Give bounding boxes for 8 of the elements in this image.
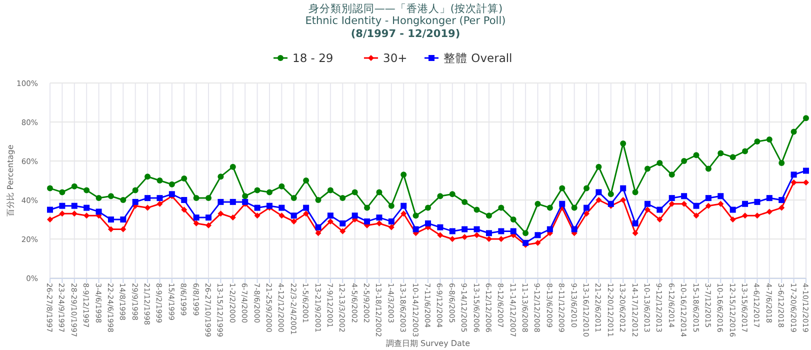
legend-label: 18 - 29 <box>292 51 334 65</box>
text: (8/1997 - 12/2019) <box>350 28 460 40</box>
legend-label: 整體 Overall <box>444 51 512 65</box>
x-axis-title: 調查日期 Survey Date <box>386 339 470 348</box>
y-axis-title: 百分比 Percentage <box>6 144 15 216</box>
legend-label: 30+ <box>383 51 408 65</box>
chart-subtitle: Ethnic Identity - Hongkonger (Per Poll) <box>305 15 506 27</box>
chart-title: 身分類別認同——「香港人」(按次計算) <box>308 2 503 15</box>
